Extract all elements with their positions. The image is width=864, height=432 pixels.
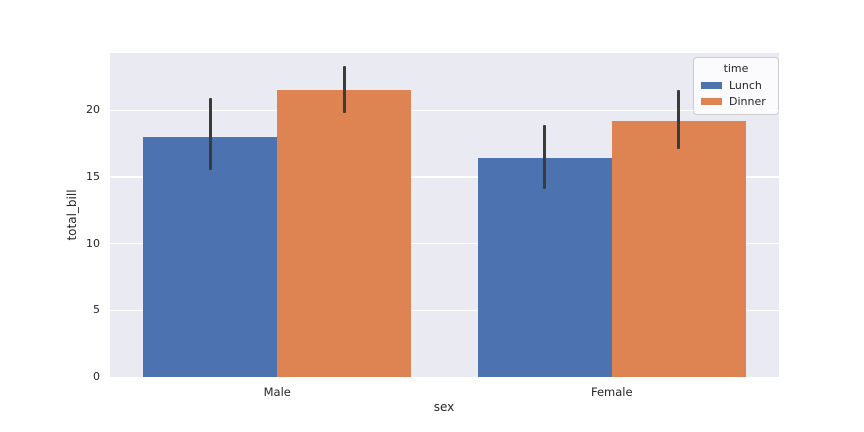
legend-swatch-dinner [701, 97, 722, 105]
legend-label-lunch: Lunch [729, 78, 762, 92]
y-axis-label: total_bill [65, 189, 79, 241]
bar-male-lunch [143, 137, 278, 377]
y-tick-label-10: 10 [86, 236, 100, 250]
x-tick-label-female: Female [590, 385, 633, 399]
bar-female-dinner [611, 121, 746, 377]
legend: time Lunch Dinner [693, 57, 779, 115]
x-tick-label-male: Male [263, 385, 291, 399]
y-tick-label-15: 15 [86, 170, 100, 183]
legend-items: Lunch Dinner [701, 77, 771, 109]
gridline-y10 [110, 242, 779, 245]
legend-item-lunch: Lunch [701, 77, 771, 93]
legend-item-dinner: Dinner [701, 93, 771, 109]
errorbar-female-dinner [677, 90, 681, 149]
errorbar-female-lunch [543, 125, 547, 189]
y-tick-label-5: 5 [93, 303, 100, 317]
errorbar-male-lunch [208, 98, 212, 171]
errorbar-male-dinner [342, 66, 346, 113]
legend-label-dinner: Dinner [729, 94, 766, 108]
y-tick-label-0: 0 [93, 370, 100, 383]
y-tick-label-20: 20 [86, 103, 100, 117]
gridline-y5 [110, 309, 779, 312]
x-axis-label: sex [433, 400, 455, 414]
gridline-y20 [110, 109, 779, 112]
legend-swatch-lunch [701, 81, 722, 89]
gridline-y15 [110, 176, 779, 178]
bar-male-dinner [277, 90, 412, 377]
bar-female-lunch [477, 158, 612, 377]
legend-title: time [723, 62, 749, 75]
